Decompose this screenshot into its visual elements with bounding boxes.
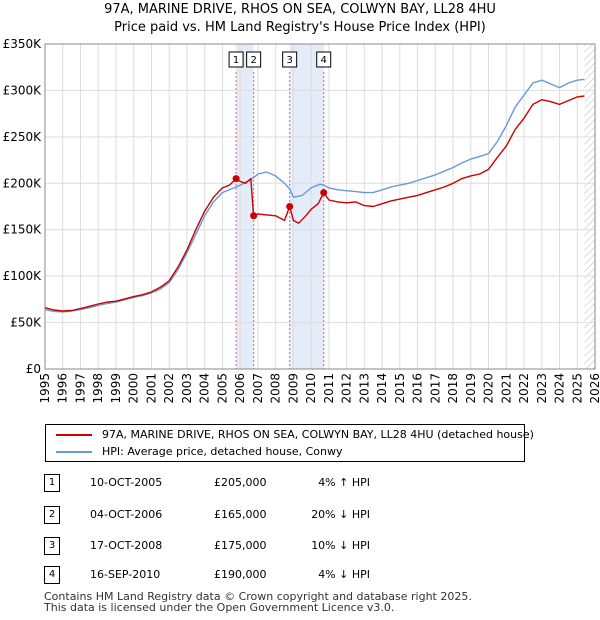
x-tick-label: 2021 [499,373,513,404]
licence-notice: This data is licensed under the Open Gov… [44,601,395,614]
chart-subtitle: Price paid vs. HM Land Registry's House … [114,20,486,35]
x-tick-label: 2019 [464,373,478,404]
y-tick-label: £200K [3,176,43,190]
marker-label-box [316,51,332,68]
future-hatch [584,44,595,369]
shaded-span [236,44,254,369]
marker-label: 1 [233,55,239,66]
legend-label-hpi: HPI: Average price, detached house, Conw… [102,445,343,458]
x-tick-label: 2011 [322,373,336,404]
x-tick-label: 2010 [304,373,318,404]
sale-point [286,203,294,210]
x-tick-label: 2006 [233,373,247,404]
x-tick-label: 2017 [428,373,442,404]
x-tick-label: 1995 [38,373,52,404]
x-tick-label: 2009 [286,373,300,404]
x-tick-label: 2025 [570,373,584,404]
y-tick-label: £300K [3,83,43,97]
transaction-hpi: 4% ↑ HPI [318,476,370,489]
x-tick-label: 1996 [56,373,70,404]
x-tick-label: 2004 [198,373,212,404]
transaction-hpi: 20% ↓ HPI [311,508,370,521]
y-tick-label: £250K [3,130,43,144]
y-tick-label: £100K [3,269,43,283]
transaction-price: £175,000 [214,539,267,552]
transaction-number: 1 [44,474,60,492]
copyright-notice: Contains HM Land Registry data © Crown c… [44,590,472,603]
transaction-price: £165,000 [214,508,267,521]
x-tick-label: 2005 [215,373,229,404]
y-tick-label: £0 [26,362,41,376]
transaction-number: 2 [44,506,60,524]
x-tick-label: 2000 [127,373,141,404]
transaction-hpi: 10% ↓ HPI [311,539,370,552]
transaction-date: 10-OCT-2005 [90,476,163,489]
legend-line-hpi [56,451,92,453]
y-tick-label: £50K [10,316,42,330]
price-chart: £0 £50K £100K £150K £200K £250K £300K £350K 1995… [3,37,600,404]
transaction-date: 04-OCT-2006 [90,508,163,521]
x-tick-label: 2003 [180,373,194,404]
transaction-number: 4 [44,566,60,584]
marker-label-box [246,51,262,68]
x-tick-label: 2001 [144,373,158,404]
marker-label: 3 [286,55,292,66]
x-tick-label: 2018 [446,373,460,404]
x-tick-label: 2013 [357,373,371,404]
transaction-date: 17-OCT-2008 [90,539,163,552]
x-tick-label: 2026 [588,373,600,404]
hpi-line [44,78,585,313]
x-tick-label: 2012 [340,373,354,404]
y-tick-label: £150K [3,223,43,237]
x-tick-label: 2002 [162,373,176,404]
x-tick-label: 2007 [251,373,265,404]
x-tick-label: 2023 [535,373,549,404]
x-tick-label: 2008 [269,373,283,404]
transaction-price: £205,000 [214,476,267,489]
chart-title: 97A, MARINE DRIVE, RHOS ON SEA, COLWYN B… [104,2,496,17]
x-tick-label: 1998 [91,373,105,404]
shaded-span [289,44,324,369]
y-tick-label: £350K [3,37,43,51]
legend-line-property [56,434,92,436]
transaction-price: £190,000 [214,568,267,581]
transaction-hpi: 4% ↓ HPI [318,568,370,581]
sale-point [232,175,240,183]
x-tick-label: 2015 [393,373,407,404]
marker-label: 2 [250,55,256,66]
x-tick-label: 2016 [411,373,425,404]
sale-point [250,212,258,220]
transaction-number: 3 [44,537,60,555]
x-tick-label: 2020 [482,373,496,404]
x-tick-label: 1999 [109,373,123,404]
legend-label-property: 97A, MARINE DRIVE, RHOS ON SEA, COLWYN B… [102,428,534,441]
marker-label: 4 [321,55,327,66]
property-price-line [44,95,585,312]
transaction-date: 16-SEP-2010 [90,568,161,581]
sale-point [320,189,328,197]
legend: 97A, MARINE DRIVE, RHOS ON SEA, COLWYN B… [45,424,534,462]
plot-frame [44,43,596,370]
x-tick-label: 2024 [553,373,567,404]
x-tick-label: 1997 [73,373,87,404]
footer: Contains HM Land Registry data © Crown c… [44,591,472,613]
marker-label-box [282,51,298,68]
x-tick-label: 2014 [375,373,389,404]
x-tick-label: 2022 [517,373,531,404]
marker-label-box [228,51,244,68]
